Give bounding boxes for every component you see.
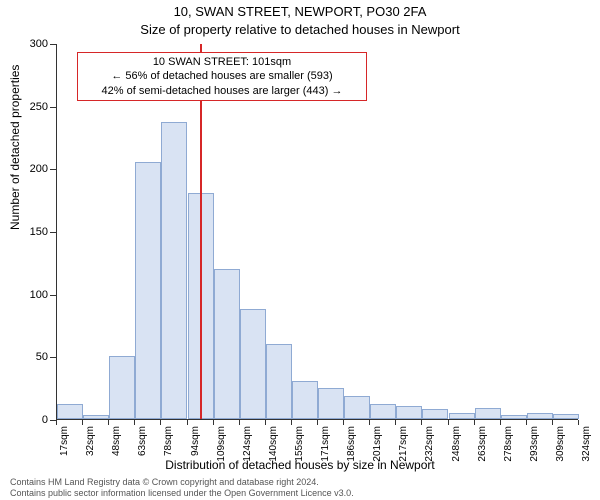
histogram-bar <box>266 344 292 419</box>
x-tick-mark <box>552 420 553 425</box>
info-line-1: 10 SWAN STREET: 101sqm <box>84 55 360 69</box>
histogram-bar <box>109 356 135 419</box>
x-tick-mark <box>369 420 370 425</box>
x-tick-label: 248sqm <box>451 426 462 462</box>
histogram-bar <box>292 381 318 419</box>
chart-container: 10, SWAN STREET, NEWPORT, PO30 2FA Size … <box>0 0 600 500</box>
x-tick-mark <box>343 420 344 425</box>
histogram-bar <box>344 396 370 419</box>
x-tick-label: 186sqm <box>346 426 357 462</box>
histogram-bar <box>370 404 396 419</box>
footer-attribution: Contains HM Land Registry data © Crown c… <box>10 477 354 498</box>
x-tick-mark <box>291 420 292 425</box>
x-tick-mark <box>317 420 318 425</box>
x-tick-mark <box>448 420 449 425</box>
chart-title-main: 10, SWAN STREET, NEWPORT, PO30 2FA <box>0 4 600 19</box>
y-tick-label: 250 <box>30 101 48 113</box>
histogram-bar <box>240 309 266 419</box>
x-tick-label: 201sqm <box>372 426 383 462</box>
histogram-bar <box>396 406 422 419</box>
x-tick-label: 217sqm <box>398 426 409 462</box>
histogram-bar <box>501 415 527 419</box>
x-tick-label: 263sqm <box>477 426 488 462</box>
y-tick-label: 100 <box>30 289 48 301</box>
x-tick-label: 293sqm <box>529 426 540 462</box>
histogram-bar <box>475 408 501 419</box>
x-tick-label: 324sqm <box>581 426 592 462</box>
x-tick-mark <box>500 420 501 425</box>
x-tick-mark <box>108 420 109 425</box>
x-tick-label: 63sqm <box>137 426 148 456</box>
x-tick-mark <box>134 420 135 425</box>
x-tick-mark <box>187 420 188 425</box>
x-tick-label: 109sqm <box>216 426 227 462</box>
x-tick-label: 17sqm <box>59 426 70 456</box>
x-tick-mark <box>265 420 266 425</box>
x-tick-mark <box>213 420 214 425</box>
x-tick-mark <box>82 420 83 425</box>
x-axis-label: Distribution of detached houses by size … <box>0 458 600 472</box>
histogram-bar <box>57 404 83 419</box>
y-tick-label: 150 <box>30 226 48 238</box>
plot-area: 10 SWAN STREET: 101sqm ← 56% of detached… <box>56 44 578 420</box>
x-tick-mark <box>526 420 527 425</box>
histogram-bar <box>422 409 448 419</box>
x-tick-label: 155sqm <box>294 426 305 462</box>
x-tick-mark <box>239 420 240 425</box>
x-tick-label: 278sqm <box>503 426 514 462</box>
info-line-2: ← 56% of detached houses are smaller (59… <box>84 69 360 83</box>
footer-line-2: Contains public sector information licen… <box>10 488 354 498</box>
x-tick-label: 140sqm <box>268 426 279 462</box>
y-tick-label: 0 <box>42 414 48 426</box>
histogram-bar <box>449 413 475 419</box>
x-tick-label: 48sqm <box>111 426 122 456</box>
y-tick-label: 50 <box>36 351 48 363</box>
histogram-bar <box>553 414 579 419</box>
histogram-bar <box>135 162 161 419</box>
x-axis-ticks: 17sqm 32sqm 48sqm 63sqm 78sqm 94sqm 109sqm 124s… <box>56 420 578 460</box>
x-tick-label: 32sqm <box>85 426 96 456</box>
x-tick-mark <box>578 420 579 425</box>
x-tick-label: 124sqm <box>242 426 253 462</box>
x-tick-label: 232sqm <box>424 426 435 462</box>
x-tick-mark <box>421 420 422 425</box>
x-tick-label: 94sqm <box>190 426 201 456</box>
histogram-bar <box>527 413 553 419</box>
x-tick-mark <box>56 420 57 425</box>
info-line-3: 42% of semi-detached houses are larger (… <box>84 84 360 98</box>
x-tick-label: 171sqm <box>320 426 331 462</box>
y-tick-label: 300 <box>30 38 48 50</box>
histogram-bar <box>83 415 109 419</box>
x-tick-label: 309sqm <box>555 426 566 462</box>
x-tick-mark <box>474 420 475 425</box>
histogram-bar <box>214 269 240 419</box>
x-tick-mark <box>160 420 161 425</box>
y-tick-label: 200 <box>30 163 48 175</box>
footer-line-1: Contains HM Land Registry data © Crown c… <box>10 477 354 487</box>
x-tick-label: 78sqm <box>163 426 174 456</box>
x-tick-mark <box>395 420 396 425</box>
y-axis-ticks: 050100150200250300 <box>0 44 56 420</box>
chart-title-sub: Size of property relative to detached ho… <box>0 22 600 37</box>
histogram-bar <box>161 122 187 419</box>
info-box: 10 SWAN STREET: 101sqm ← 56% of detached… <box>77 52 367 101</box>
histogram-bar <box>318 388 344 419</box>
